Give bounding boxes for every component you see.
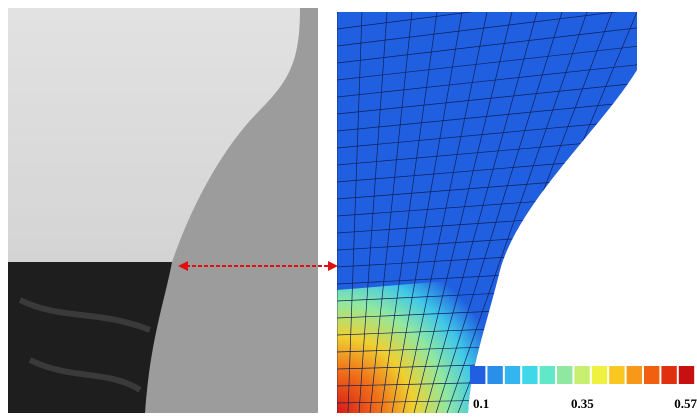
legend-swatch <box>591 366 608 384</box>
legend-swatch <box>609 366 625 384</box>
mesh-line <box>446 12 588 413</box>
legend-swatch <box>678 366 695 384</box>
mesh-line <box>413 12 513 413</box>
legend-swatch <box>644 366 660 384</box>
mesh-line <box>369 12 413 413</box>
mesh-line <box>337 45 637 81</box>
legend-swatch <box>522 366 538 384</box>
mesh-line <box>337 12 637 30</box>
legend-swatch <box>557 366 573 384</box>
legend-label: 0.35 <box>571 396 594 411</box>
mesh-line <box>337 12 637 47</box>
legend-swatch <box>504 366 521 384</box>
legend-swatch <box>626 366 642 384</box>
mesh-line <box>337 12 637 13</box>
mesh-line <box>391 12 463 413</box>
legend-swatch <box>661 366 677 384</box>
fe-mesh <box>337 12 637 413</box>
photo <box>8 8 318 413</box>
mesh-line <box>337 82 637 115</box>
legend-swatch <box>470 366 486 384</box>
mesh-line <box>337 101 637 132</box>
legend-swatch <box>539 366 555 384</box>
double-arrow <box>178 261 338 271</box>
mesh-line <box>424 12 538 413</box>
legend-swatch <box>487 366 503 384</box>
legend-swatch <box>574 366 590 384</box>
mesh-line <box>402 12 488 413</box>
color-legend: 0.1 0.35 0.57 <box>470 366 697 411</box>
mesh-line <box>380 12 438 413</box>
mesh-line <box>435 12 563 413</box>
mesh-line <box>347 12 363 413</box>
mesh-line <box>337 27 637 64</box>
legend-label: 0.1 <box>473 396 489 411</box>
mesh-line <box>358 12 388 413</box>
legend-label: 0.57 <box>674 396 697 411</box>
